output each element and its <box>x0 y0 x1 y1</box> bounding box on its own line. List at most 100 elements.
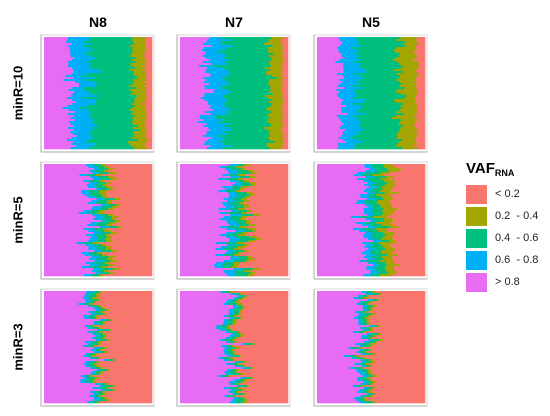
heatmap-cell <box>111 230 153 233</box>
heatmap-cell <box>375 198 384 201</box>
heatmap-cell <box>317 385 354 388</box>
heatmap-cell <box>238 365 244 368</box>
heatmap-cell <box>222 202 230 205</box>
heatmap-cell <box>373 176 387 179</box>
heatmap-cell <box>44 212 80 215</box>
heatmap-cell <box>419 61 426 64</box>
heatmap-cell <box>44 232 94 235</box>
heatmap-cell <box>90 236 99 239</box>
heatmap-cell <box>96 95 138 98</box>
heatmap-cell <box>398 141 417 144</box>
heatmap-cell <box>73 77 94 80</box>
heatmap-cell <box>268 113 284 116</box>
heatmap-cell <box>417 75 426 78</box>
heatmap-cell <box>215 327 222 330</box>
heatmap-cell <box>366 321 370 324</box>
heatmap-cell <box>133 41 146 44</box>
heatmap-cell <box>365 361 373 364</box>
heatmap-cell <box>371 293 379 296</box>
heatmap-cell <box>224 321 229 324</box>
heatmap-cell <box>282 57 289 60</box>
heatmap-cell <box>227 323 233 326</box>
heatmap-cell <box>364 236 372 239</box>
heatmap-cell <box>86 184 96 187</box>
heatmap-cell <box>261 238 289 241</box>
heatmap-cell <box>113 176 153 179</box>
heatmap-cell <box>111 329 153 332</box>
heatmap-cell <box>116 178 153 181</box>
heatmap-cell <box>180 357 220 360</box>
heatmap-cell <box>240 377 246 380</box>
heatmap-cell <box>389 202 426 205</box>
heatmap-cell <box>375 393 426 396</box>
heatmap-cell <box>180 369 228 372</box>
heatmap-cell <box>268 61 284 64</box>
heatmap-cell <box>317 291 362 294</box>
heatmap-cell <box>233 206 244 209</box>
heatmap-cell <box>365 204 371 207</box>
heatmap-cell <box>282 137 289 140</box>
heatmap-cell <box>227 47 268 50</box>
heatmap-cell <box>180 113 212 116</box>
heatmap-cell <box>110 339 153 342</box>
heatmap-cell <box>44 254 85 257</box>
heatmap-cell <box>146 113 153 116</box>
heatmap-cell <box>92 127 134 130</box>
heatmap-cell <box>239 369 289 372</box>
heatmap-cell <box>359 260 367 263</box>
heatmap-cell <box>365 365 370 368</box>
heatmap-cell <box>230 293 235 296</box>
heatmap-cell <box>180 311 230 314</box>
heatmap-cell <box>234 349 289 352</box>
heatmap-cell <box>223 357 231 360</box>
heatmap-cell <box>372 299 378 302</box>
heatmap-cell <box>99 168 109 171</box>
heatmap-cell <box>81 375 86 378</box>
heatmap-cell <box>132 79 148 82</box>
heatmap-cell <box>225 188 233 191</box>
heatmap-cell <box>220 246 229 249</box>
heatmap-cell <box>220 329 226 332</box>
heatmap-cell <box>103 397 107 400</box>
heatmap-cell <box>199 65 213 68</box>
heatmap-cell <box>207 101 226 104</box>
heatmap-cell <box>257 172 289 175</box>
heatmap-cell <box>371 164 384 167</box>
heatmap-cell <box>368 196 382 199</box>
heatmap-cell <box>228 309 233 312</box>
heatmap-cell <box>180 220 227 223</box>
heatmap-cell <box>368 389 373 392</box>
heatmap-cell <box>357 377 361 380</box>
heatmap-cell <box>90 55 130 58</box>
heatmap-cell <box>90 391 96 394</box>
heatmap-cell <box>246 192 254 195</box>
heatmap-cell <box>364 317 370 320</box>
heatmap-cell <box>94 250 103 253</box>
heatmap-cell <box>232 188 240 191</box>
heatmap-cell <box>371 246 384 249</box>
heatmap-cell <box>93 218 103 221</box>
heatmap-cell <box>282 107 289 110</box>
heatmap-cell <box>180 168 226 171</box>
heatmap-cell <box>268 55 283 58</box>
heatmap-cell <box>266 107 283 110</box>
heatmap-cell <box>85 325 89 328</box>
heatmap-cell <box>229 383 234 386</box>
heatmap-cell <box>222 77 278 80</box>
heatmap-cell <box>337 143 355 146</box>
heatmap-cell <box>237 256 248 259</box>
heatmap-cell <box>106 202 112 205</box>
heatmap-cell <box>180 174 223 177</box>
heatmap-cell <box>132 51 144 54</box>
heatmap-cell <box>371 361 376 364</box>
heatmap-cell <box>133 133 146 136</box>
heatmap-cell <box>97 307 103 310</box>
heatmap-cell <box>180 266 216 269</box>
heatmap-cell <box>180 264 215 267</box>
heatmap-cell <box>396 272 426 275</box>
heatmap-cell <box>270 57 284 60</box>
heatmap-cell <box>400 93 418 96</box>
heatmap-cell <box>241 216 248 219</box>
heatmap-cell <box>339 91 355 94</box>
heatmap-cell <box>370 329 374 332</box>
